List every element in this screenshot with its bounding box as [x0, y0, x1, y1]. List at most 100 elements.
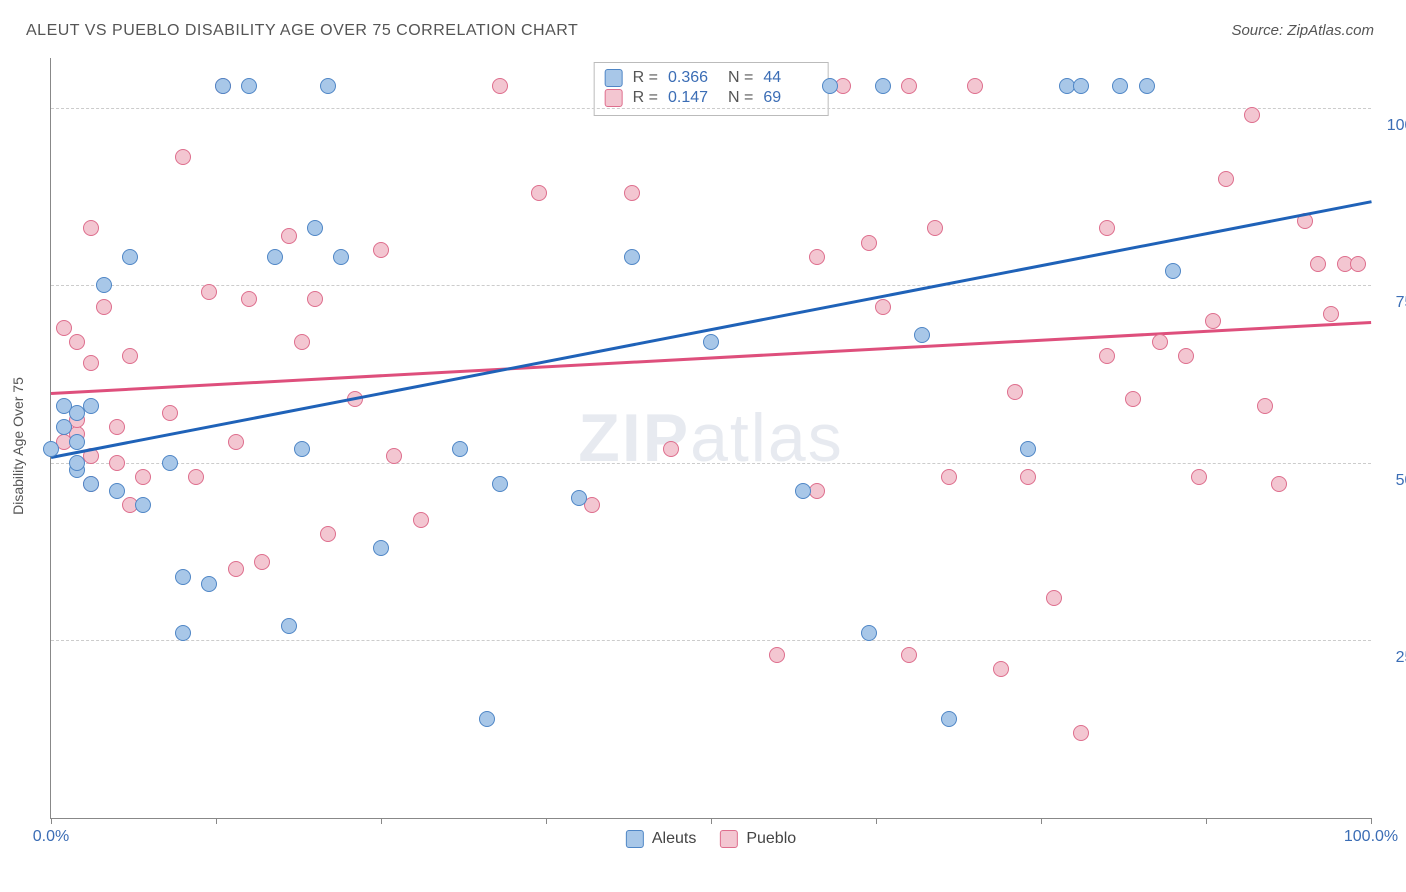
- gridline: [51, 285, 1371, 286]
- data-point-pueblo: [201, 284, 217, 300]
- data-point-pueblo: [531, 185, 547, 201]
- watermark: ZIPatlas: [578, 399, 843, 477]
- swatch-aleuts: [605, 69, 623, 87]
- data-point-aleuts: [241, 78, 257, 94]
- y-tick-label: 50.0%: [1381, 472, 1406, 490]
- r-value-pueblo: 0.147: [668, 89, 718, 107]
- trend-line-pueblo: [51, 321, 1371, 395]
- data-point-aleuts: [703, 334, 719, 350]
- gridline: [51, 640, 1371, 641]
- legend-row-pueblo: R = 0.147 N = 69: [605, 89, 814, 107]
- series-legend: Aleuts Pueblo: [626, 830, 796, 848]
- data-point-pueblo: [254, 554, 270, 570]
- swatch-pueblo-icon: [720, 830, 738, 848]
- data-point-aleuts: [69, 434, 85, 450]
- data-point-pueblo: [109, 419, 125, 435]
- data-point-pueblo: [320, 526, 336, 542]
- data-point-aleuts: [135, 497, 151, 513]
- data-point-aleuts: [307, 220, 323, 236]
- x-tick: [1371, 818, 1372, 824]
- data-point-aleuts: [96, 277, 112, 293]
- data-point-aleuts: [56, 419, 72, 435]
- data-point-pueblo: [901, 647, 917, 663]
- data-point-aleuts: [109, 483, 125, 499]
- data-point-pueblo: [1218, 171, 1234, 187]
- data-point-aleuts: [822, 78, 838, 94]
- gridline: [51, 108, 1371, 109]
- x-tick: [546, 818, 547, 824]
- data-point-aleuts: [267, 249, 283, 265]
- data-point-aleuts: [571, 490, 587, 506]
- y-axis-label: Disability Age Over 75: [10, 377, 26, 515]
- data-point-pueblo: [624, 185, 640, 201]
- data-point-aleuts: [479, 711, 495, 727]
- y-tick-label: 25.0%: [1381, 649, 1406, 667]
- x-tick: [1041, 818, 1042, 824]
- data-point-pueblo: [413, 512, 429, 528]
- legend-label-aleuts: Aleuts: [652, 830, 696, 848]
- data-point-aleuts: [624, 249, 640, 265]
- data-point-pueblo: [941, 469, 957, 485]
- data-point-pueblo: [307, 291, 323, 307]
- data-point-aleuts: [69, 455, 85, 471]
- data-point-pueblo: [294, 334, 310, 350]
- data-point-aleuts: [281, 618, 297, 634]
- r-value-aleuts: 0.366: [668, 69, 718, 87]
- data-point-pueblo: [1099, 348, 1115, 364]
- data-point-aleuts: [861, 625, 877, 641]
- data-point-pueblo: [1191, 469, 1207, 485]
- data-point-aleuts: [1073, 78, 1089, 94]
- data-point-pueblo: [1125, 391, 1141, 407]
- data-point-pueblo: [122, 348, 138, 364]
- data-point-pueblo: [809, 249, 825, 265]
- legend-item-pueblo: Pueblo: [720, 830, 796, 848]
- x-tick: [216, 818, 217, 824]
- data-point-pueblo: [1323, 306, 1339, 322]
- x-tick: [51, 818, 52, 824]
- data-point-aleuts: [175, 625, 191, 641]
- x-tick: [1206, 818, 1207, 824]
- data-point-aleuts: [373, 540, 389, 556]
- data-point-aleuts: [162, 455, 178, 471]
- data-point-pueblo: [109, 455, 125, 471]
- x-tick-label: 0.0%: [33, 828, 69, 846]
- data-point-pueblo: [135, 469, 151, 485]
- data-point-pueblo: [1271, 476, 1287, 492]
- data-point-pueblo: [1244, 107, 1260, 123]
- data-point-pueblo: [83, 355, 99, 371]
- data-point-aleuts: [122, 249, 138, 265]
- source-attribution: Source: ZipAtlas.com: [1231, 22, 1374, 39]
- data-point-aleuts: [914, 327, 930, 343]
- data-point-pueblo: [993, 661, 1009, 677]
- data-point-aleuts: [320, 78, 336, 94]
- data-point-aleuts: [492, 476, 508, 492]
- data-point-pueblo: [861, 235, 877, 251]
- data-point-pueblo: [1205, 313, 1221, 329]
- data-point-pueblo: [1310, 256, 1326, 272]
- data-point-pueblo: [228, 434, 244, 450]
- data-point-pueblo: [1007, 384, 1023, 400]
- y-tick-label: 100.0%: [1381, 117, 1406, 135]
- n-value-pueblo: 69: [763, 89, 813, 107]
- legend-row-aleuts: R = 0.366 N = 44: [605, 69, 814, 87]
- x-tick: [711, 818, 712, 824]
- data-point-pueblo: [901, 78, 917, 94]
- data-point-aleuts: [43, 441, 59, 457]
- data-point-pueblo: [386, 448, 402, 464]
- plot-area: ZIPatlas R = 0.366 N = 44 R = 0.147 N = …: [50, 58, 1371, 819]
- legend-item-aleuts: Aleuts: [626, 830, 696, 848]
- data-point-pueblo: [188, 469, 204, 485]
- gridline: [51, 463, 1371, 464]
- data-point-pueblo: [175, 149, 191, 165]
- data-point-pueblo: [281, 228, 297, 244]
- x-tick: [876, 818, 877, 824]
- data-point-aleuts: [294, 441, 310, 457]
- data-point-aleuts: [1139, 78, 1155, 94]
- data-point-pueblo: [875, 299, 891, 315]
- data-point-aleuts: [83, 398, 99, 414]
- data-point-pueblo: [663, 441, 679, 457]
- data-point-aleuts: [175, 569, 191, 585]
- data-point-pueblo: [1046, 590, 1062, 606]
- data-point-aleuts: [1165, 263, 1181, 279]
- data-point-aleuts: [333, 249, 349, 265]
